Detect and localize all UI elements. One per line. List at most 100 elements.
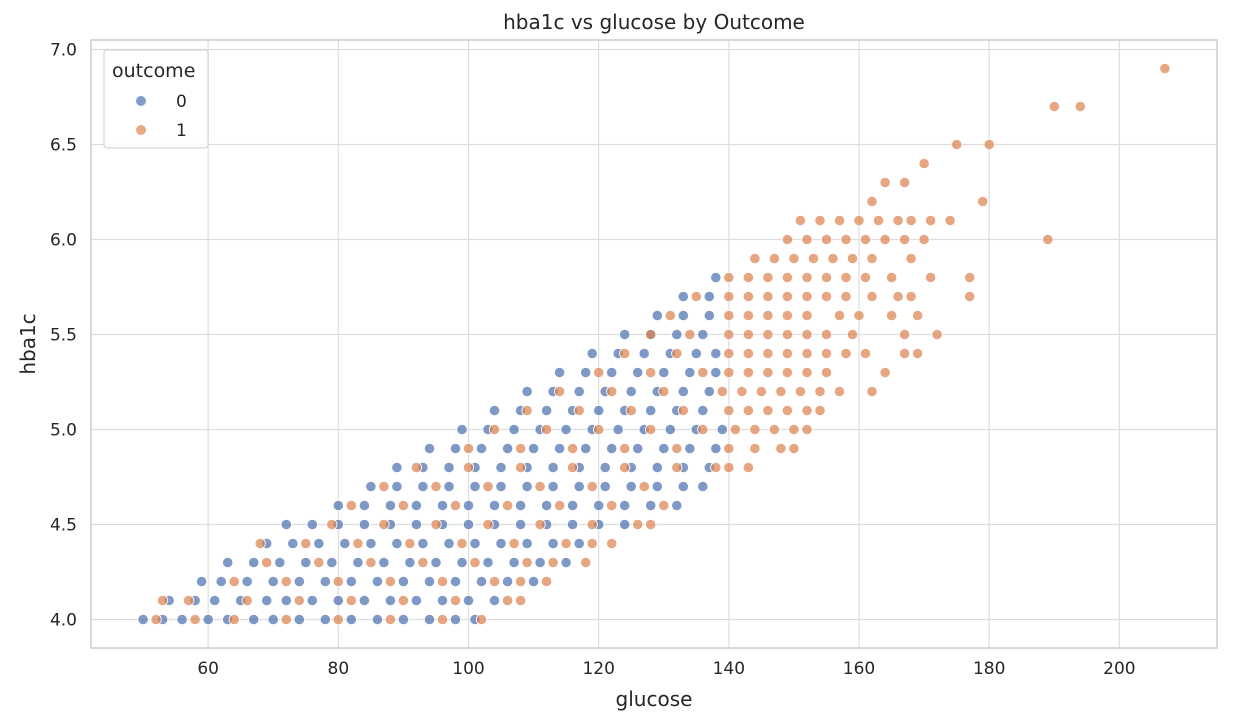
data-point [677, 290, 689, 303]
data-point [469, 480, 481, 493]
data-point [964, 271, 976, 284]
data-point [397, 575, 409, 588]
data-point [202, 613, 214, 626]
data-point [189, 613, 201, 626]
data-point [514, 518, 527, 531]
data-point [788, 252, 800, 265]
data-point [417, 480, 429, 493]
data-point [436, 499, 449, 512]
data-point [820, 271, 833, 284]
data-point [319, 613, 331, 626]
data-point [540, 575, 553, 588]
data-point [684, 328, 696, 341]
data-point [781, 366, 794, 379]
data-point [872, 214, 885, 227]
data-point [723, 290, 735, 303]
data-point [801, 423, 813, 436]
data-point [462, 594, 475, 607]
data-point [827, 252, 839, 265]
data-point [495, 461, 507, 474]
data-point [762, 309, 774, 322]
data-point [599, 480, 611, 493]
data-point [293, 575, 305, 588]
data-point [638, 347, 650, 360]
data-point [775, 385, 787, 398]
data-point [449, 613, 462, 626]
data-point [209, 594, 221, 607]
data-point [710, 347, 722, 360]
data-point [606, 499, 618, 512]
data-point [566, 461, 579, 474]
legend-label-0: 0 [176, 92, 187, 112]
data-point [775, 442, 787, 455]
data-point [423, 442, 436, 455]
data-point [898, 328, 911, 341]
data-point [651, 461, 663, 474]
data-point [547, 480, 559, 493]
data-point [645, 423, 657, 436]
data-point [794, 214, 807, 227]
data-point [619, 347, 631, 360]
data-point [456, 423, 468, 436]
data-point [332, 613, 344, 626]
data-point [593, 499, 605, 512]
data-point [521, 537, 533, 550]
data-point [781, 233, 794, 246]
data-point [866, 385, 878, 398]
data-point [573, 480, 585, 493]
data-point [710, 442, 722, 455]
data-point [658, 385, 670, 398]
data-point [619, 442, 631, 455]
data-point [905, 214, 917, 227]
data-point [410, 594, 422, 607]
data-point [553, 366, 566, 379]
data-point [658, 442, 670, 455]
data-point [488, 404, 501, 417]
data-point [781, 271, 794, 284]
data-point [749, 423, 761, 436]
data-point [254, 537, 266, 550]
data-point [742, 271, 755, 284]
data-point [983, 138, 995, 151]
data-point [944, 214, 956, 227]
data-point [352, 556, 364, 569]
data-point [482, 518, 494, 531]
data-point [697, 480, 709, 493]
data-point [397, 594, 409, 607]
data-point [820, 233, 833, 246]
data-point [410, 461, 422, 474]
data-point [866, 290, 878, 303]
data-point [781, 328, 794, 341]
data-point [475, 613, 488, 626]
data-point [488, 499, 501, 512]
data-point [638, 480, 650, 493]
data-point [488, 575, 501, 588]
data-point [449, 499, 462, 512]
data-point [859, 233, 872, 246]
x-tick-label: 60 [197, 659, 219, 679]
data-point [664, 423, 676, 436]
data-point [423, 613, 436, 626]
data-point [300, 537, 312, 550]
x-axis-label: glucose [616, 687, 693, 711]
data-point [397, 613, 409, 626]
data-point [820, 366, 833, 379]
data-point [879, 176, 891, 189]
data-point [274, 556, 286, 569]
data-point [482, 480, 494, 493]
data-point [677, 480, 689, 493]
data-point [345, 613, 357, 626]
data-point [619, 328, 631, 341]
data-point [801, 347, 813, 360]
y-tick-label: 6.5 [50, 136, 77, 156]
data-point [697, 328, 709, 341]
data-point [677, 404, 689, 417]
data-point [573, 537, 585, 550]
data-point [677, 309, 689, 322]
data-point [645, 328, 657, 341]
data-point [794, 385, 807, 398]
data-point [801, 271, 813, 284]
data-point [840, 233, 852, 246]
data-point [462, 461, 475, 474]
data-point [762, 271, 774, 284]
